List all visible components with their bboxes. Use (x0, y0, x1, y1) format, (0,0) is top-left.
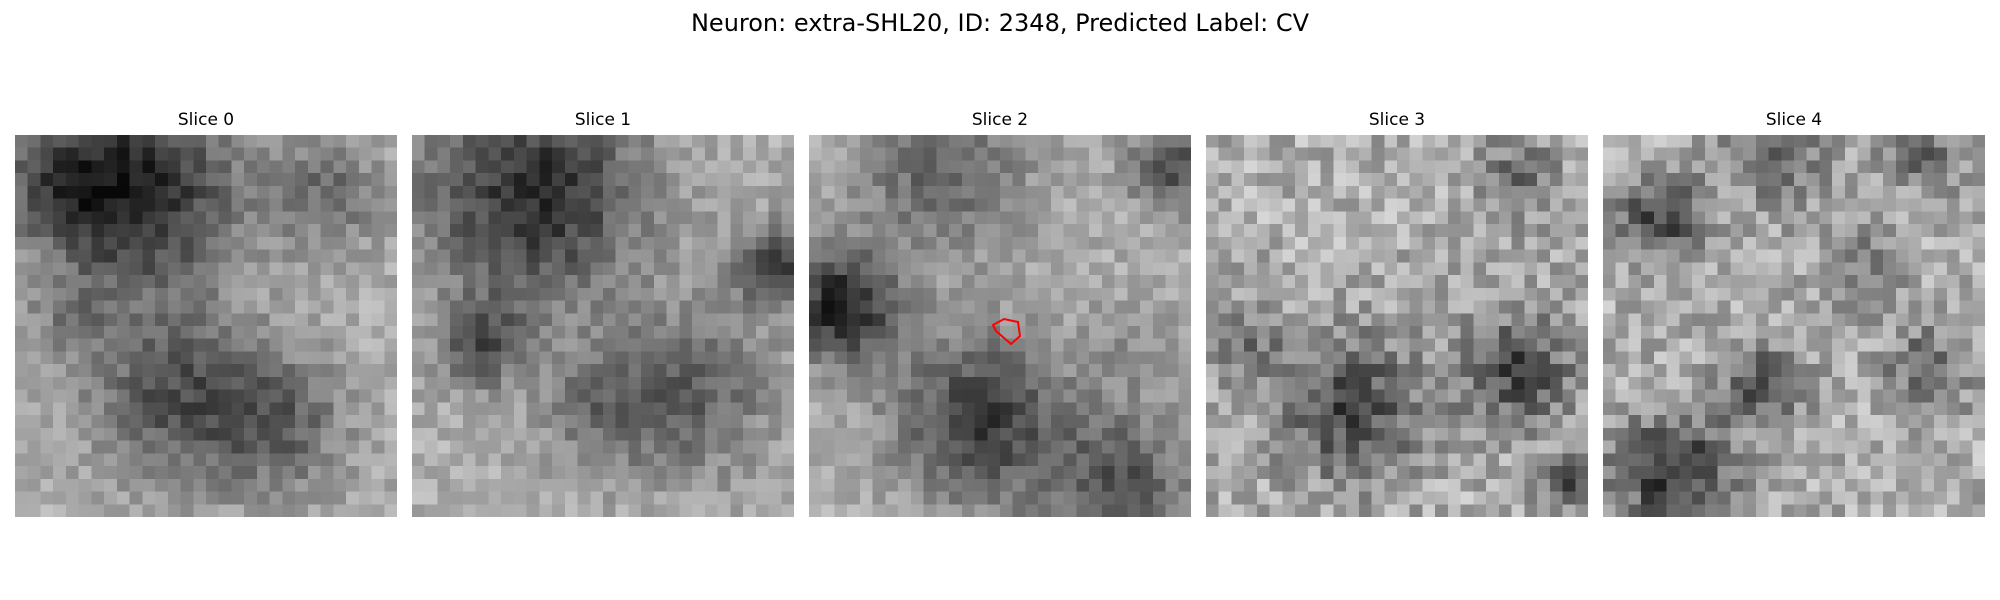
slice-title: Slice 3 (1368, 110, 1426, 130)
slice-title: Slice 0 (177, 110, 235, 130)
slice-image-1 (412, 135, 794, 517)
slice-title: Slice 4 (1765, 110, 1823, 130)
slice-panel-4: Slice 4 (1603, 110, 1985, 517)
slice-panel-3: Slice 3 (1206, 110, 1588, 517)
slice-panel-0: Slice 0 (15, 110, 397, 517)
slice-image-0 (15, 135, 397, 517)
slice-image-2 (809, 135, 1191, 517)
figure-title: Neuron: extra-SHL20, ID: 2348, Predicted… (690, 9, 1310, 37)
slice-image-3 (1206, 135, 1588, 517)
slice-image-4 (1603, 135, 1985, 517)
slice-panel-2: Slice 2 (809, 110, 1191, 517)
slice-panel-1: Slice 1 (412, 110, 794, 517)
slice-title: Slice 1 (574, 110, 632, 130)
slice-title: Slice 2 (971, 110, 1029, 130)
